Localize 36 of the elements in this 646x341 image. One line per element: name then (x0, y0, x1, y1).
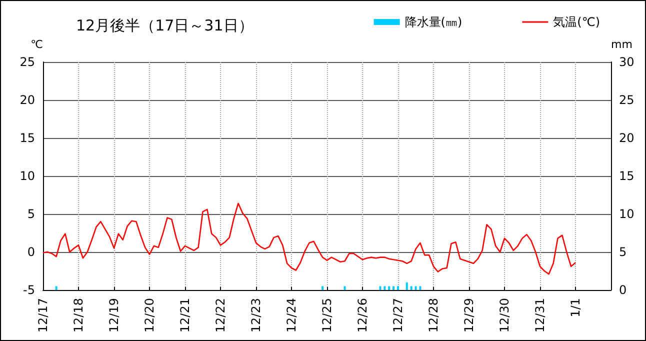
y2-tick-label: 30 (619, 55, 634, 69)
x-tick-label: 12/23 (249, 298, 263, 333)
y-tick-label: 20 (20, 93, 35, 107)
y2-tick-label: 15 (619, 169, 634, 183)
y-tick-label: 10 (20, 169, 35, 183)
x-tick-label: 12/29 (462, 298, 476, 333)
x-tick-label: 12/28 (426, 298, 440, 333)
legend-label: 気温(℃) (553, 15, 600, 29)
x-tick-label: 12/18 (72, 298, 86, 333)
y2-tick-label: 25 (619, 93, 634, 107)
x-tick-label: 12/19 (107, 298, 121, 333)
x-tick-label: 12/27 (391, 298, 405, 333)
chart-title: 12月後半（17日～31日） (76, 16, 254, 34)
line-series (42, 202, 576, 275)
y2-tick-label: 20 (619, 131, 634, 145)
y2-axis-title: mm (611, 38, 632, 51)
legend-label: 降水量(㎜) (404, 15, 462, 29)
x-tick-label: 1/1 (568, 298, 582, 318)
x-tick-label: 12/30 (498, 298, 512, 333)
x-tick-label: 12/26 (356, 298, 370, 333)
y-tick-label: 0 (27, 245, 35, 259)
y2-tick-label: 0 (619, 283, 627, 297)
x-tick-label: 12/20 (142, 298, 156, 333)
x-tick-label: 12/25 (320, 298, 334, 333)
y-tick-label: 5 (27, 207, 35, 221)
x-tick-label: 12/24 (284, 298, 298, 333)
y-tick-label: 15 (20, 131, 35, 145)
y-axis-title: ℃ (30, 38, 43, 51)
y-tick-label: 25 (20, 55, 35, 69)
x-tick-label: 12/21 (178, 298, 192, 333)
y2-tick-label: 5 (619, 245, 627, 259)
x-tick-label: 12/22 (214, 298, 228, 333)
y-tick-label: -5 (23, 283, 35, 297)
x-tick-label: 12/17 (36, 298, 50, 333)
y2-tick-label: 10 (619, 207, 634, 221)
x-tick-label: 12/31 (533, 298, 547, 333)
